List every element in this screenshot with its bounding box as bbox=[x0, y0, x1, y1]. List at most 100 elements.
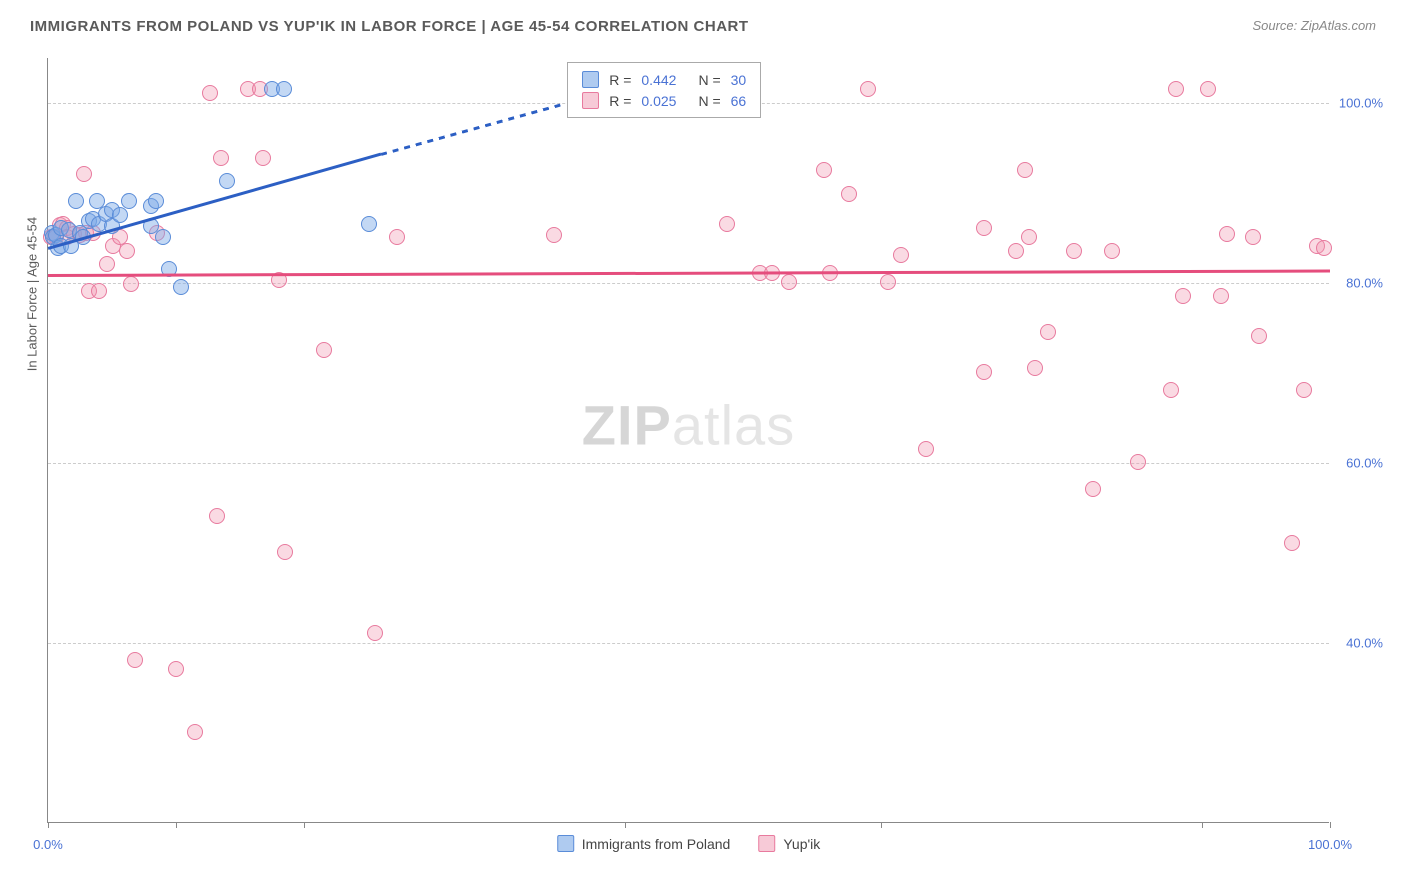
scatter-point bbox=[121, 193, 137, 209]
scatter-point bbox=[546, 227, 562, 243]
scatter-point bbox=[1175, 288, 1191, 304]
stat-r-label: R = bbox=[609, 72, 631, 88]
scatter-point bbox=[389, 229, 405, 245]
scatter-point bbox=[1200, 81, 1216, 97]
x-tick bbox=[1202, 822, 1203, 828]
legend-swatch bbox=[582, 92, 599, 109]
scatter-point bbox=[276, 81, 292, 97]
scatter-point bbox=[1104, 243, 1120, 259]
x-tick bbox=[881, 822, 882, 828]
x-tick bbox=[176, 822, 177, 828]
stat-r-value: 0.442 bbox=[641, 72, 676, 88]
scatter-point bbox=[976, 220, 992, 236]
scatter-point bbox=[173, 279, 189, 295]
scatter-point bbox=[112, 207, 128, 223]
stat-r-value: 0.025 bbox=[641, 93, 676, 109]
stats-row: R = 0.025 N = 66 bbox=[582, 90, 746, 111]
stats-box: R = 0.442 N = 30 R = 0.025 N = 66 bbox=[567, 62, 761, 118]
scatter-point bbox=[127, 652, 143, 668]
scatter-point bbox=[168, 661, 184, 677]
scatter-point bbox=[816, 162, 832, 178]
scatter-point bbox=[99, 256, 115, 272]
plot-area: ZIPatlas 40.0%60.0%80.0%100.0%0.0%100.0%… bbox=[47, 58, 1329, 823]
scatter-point bbox=[976, 364, 992, 380]
stat-n-value: 30 bbox=[731, 72, 747, 88]
stat-r-label: R = bbox=[609, 93, 631, 109]
watermark: ZIPatlas bbox=[582, 392, 795, 457]
scatter-point bbox=[68, 193, 84, 209]
x-tick bbox=[304, 822, 305, 828]
scatter-point bbox=[1021, 229, 1037, 245]
legend-swatch bbox=[582, 71, 599, 88]
scatter-point bbox=[1219, 226, 1235, 242]
scatter-point bbox=[277, 544, 293, 560]
scatter-point bbox=[1245, 229, 1261, 245]
scatter-point bbox=[880, 274, 896, 290]
y-axis-label: In Labor Force | Age 45-54 bbox=[25, 216, 40, 370]
scatter-point bbox=[860, 81, 876, 97]
y-tick-label: 60.0% bbox=[1346, 456, 1383, 471]
scatter-point bbox=[1130, 454, 1146, 470]
stat-n-label: N = bbox=[698, 93, 720, 109]
scatter-point bbox=[316, 342, 332, 358]
scatter-point bbox=[1008, 243, 1024, 259]
scatter-point bbox=[893, 247, 909, 263]
scatter-point bbox=[119, 243, 135, 259]
trend-line bbox=[381, 103, 561, 155]
scatter-point bbox=[219, 173, 235, 189]
scatter-point bbox=[155, 229, 171, 245]
scatter-point bbox=[1017, 162, 1033, 178]
scatter-point bbox=[1213, 288, 1229, 304]
scatter-point bbox=[187, 724, 203, 740]
scatter-point bbox=[213, 150, 229, 166]
scatter-point bbox=[202, 85, 218, 101]
stats-row: R = 0.442 N = 30 bbox=[582, 69, 746, 90]
stat-n-value: 66 bbox=[731, 93, 747, 109]
chart-title: IMMIGRANTS FROM POLAND VS YUP'IK IN LABO… bbox=[30, 18, 749, 35]
scatter-point bbox=[781, 274, 797, 290]
x-tick bbox=[1330, 822, 1331, 828]
y-tick-label: 100.0% bbox=[1339, 96, 1383, 111]
scatter-point bbox=[91, 283, 107, 299]
x-tick-label: 0.0% bbox=[33, 837, 63, 852]
scatter-point bbox=[1251, 328, 1267, 344]
legend-swatch bbox=[758, 835, 775, 852]
legend-label: Yup'ik bbox=[783, 836, 820, 852]
legend-item: Yup'ik bbox=[758, 835, 820, 852]
legend-item: Immigrants from Poland bbox=[557, 835, 731, 852]
trend-line bbox=[48, 270, 1330, 277]
chart-header: IMMIGRANTS FROM POLAND VS YUP'IK IN LABO… bbox=[0, 0, 1406, 45]
scatter-point bbox=[918, 441, 934, 457]
x-tick-label: 100.0% bbox=[1308, 837, 1352, 852]
scatter-point bbox=[1296, 382, 1312, 398]
scatter-point bbox=[1066, 243, 1082, 259]
x-tick bbox=[625, 822, 626, 828]
scatter-point bbox=[123, 276, 139, 292]
legend-label: Immigrants from Poland bbox=[582, 836, 731, 852]
scatter-point bbox=[841, 186, 857, 202]
stat-n-label: N = bbox=[698, 72, 720, 88]
scatter-point bbox=[1284, 535, 1300, 551]
scatter-point bbox=[76, 166, 92, 182]
scatter-point bbox=[1168, 81, 1184, 97]
grid-line bbox=[48, 643, 1329, 644]
scatter-point bbox=[367, 625, 383, 641]
grid-line bbox=[48, 283, 1329, 284]
scatter-point bbox=[1027, 360, 1043, 376]
legend-swatch bbox=[557, 835, 574, 852]
x-tick bbox=[48, 822, 49, 828]
scatter-point bbox=[1163, 382, 1179, 398]
scatter-point bbox=[719, 216, 735, 232]
legend: Immigrants from Poland Yup'ik bbox=[557, 835, 821, 852]
scatter-point bbox=[1085, 481, 1101, 497]
scatter-point bbox=[209, 508, 225, 524]
scatter-point bbox=[255, 150, 271, 166]
y-tick-label: 80.0% bbox=[1346, 276, 1383, 291]
source-label: Source: ZipAtlas.com bbox=[1252, 18, 1376, 33]
scatter-point bbox=[1040, 324, 1056, 340]
scatter-point bbox=[361, 216, 377, 232]
y-tick-label: 40.0% bbox=[1346, 636, 1383, 651]
scatter-point bbox=[148, 193, 164, 209]
chart-container: In Labor Force | Age 45-54 ZIPatlas 40.0… bbox=[47, 58, 1385, 823]
scatter-point bbox=[1316, 240, 1332, 256]
